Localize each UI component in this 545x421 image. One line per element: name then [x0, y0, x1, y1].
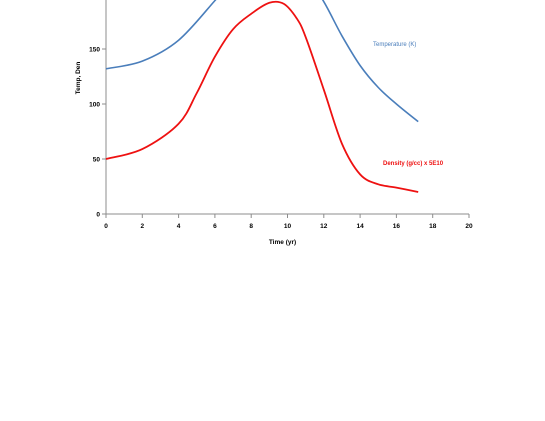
- y-tick-label: 0: [96, 212, 100, 219]
- y-tick-label: 100: [89, 102, 100, 109]
- density-series-label: Density (g/cc) x 5E10: [383, 161, 444, 167]
- x-tick-label: 14: [356, 223, 364, 230]
- x-tick-label: 2: [140, 223, 144, 230]
- x-tick-label: 20: [465, 223, 473, 230]
- x-tick-label: 4: [177, 223, 181, 230]
- x-tick-label: 0: [104, 223, 108, 230]
- x-tick-label: 16: [393, 223, 401, 230]
- y-axis-title: Temp, Den: [75, 62, 82, 95]
- x-tick-label: 10: [284, 223, 292, 230]
- y-tick-label: 150: [89, 47, 100, 54]
- temperature-series-line: [105, 0, 419, 123]
- y-tick-label: 50: [93, 157, 101, 164]
- density-series-line: [105, 0, 419, 193]
- x-tick-label: 18: [429, 223, 437, 230]
- temperature-series-label: Temperature (K): [373, 42, 416, 48]
- x-tick-label: 6: [213, 223, 217, 230]
- x-tick-label: 12: [320, 223, 328, 230]
- x-axis-title: Time (yr): [269, 239, 296, 246]
- x-tick-label: 8: [249, 223, 253, 230]
